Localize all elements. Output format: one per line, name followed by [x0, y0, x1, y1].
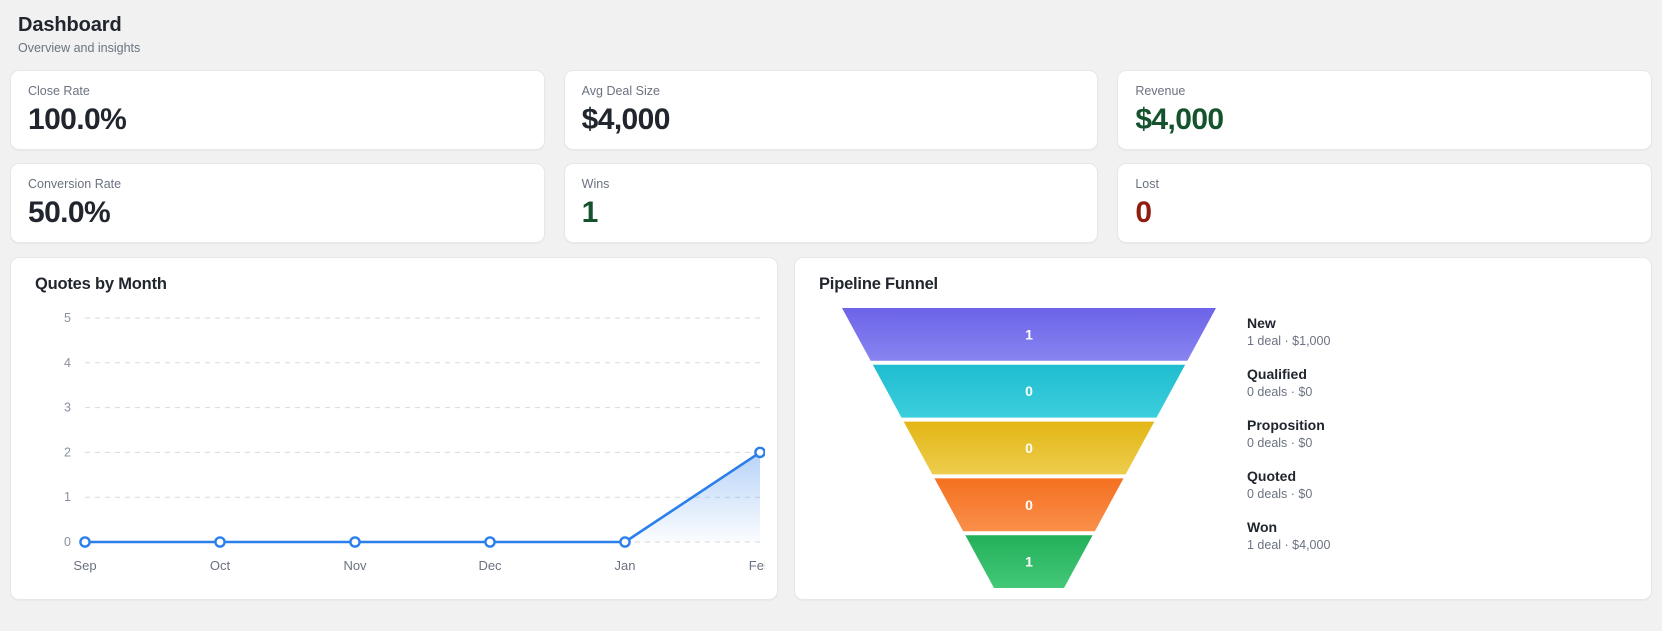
svg-text:3: 3 — [64, 401, 71, 415]
quotes-panel-title: Quotes by Month — [35, 275, 167, 293]
svg-text:0: 0 — [1025, 497, 1033, 513]
stat-value: $4,000 — [1135, 103, 1224, 136]
stat-label: Lost — [1135, 177, 1159, 191]
stat-card: Avg Deal Size $4,000 — [563, 70, 1099, 150]
stat-card: Revenue $4,000 — [1117, 70, 1652, 150]
stat-label: Avg Deal Size — [581, 84, 660, 98]
funnel-stage-meta: 0 deals · $0 — [1247, 436, 1313, 450]
pipeline-funnel-panel: Pipeline Funnel 1 0 0 0 1 New 1 deal · $1,000… — [794, 257, 1652, 600]
funnel-segment — [965, 535, 1093, 588]
stat-card: Close Rate 100.0% — [10, 70, 545, 150]
svg-text:5: 5 — [64, 311, 71, 325]
svg-text:Feb: Feb — [749, 558, 765, 573]
funnel-legend-item: Qualified 0 deals · $0 — [1247, 365, 1637, 400]
stat-value: 100.0% — [28, 103, 127, 136]
stat-card: Wins 1 — [563, 163, 1099, 243]
funnel-stage-meta: 0 deals · $0 — [1247, 385, 1313, 399]
funnel-stage-name: Won — [1247, 519, 1278, 535]
funnel-chart: 1 0 0 0 1 — [829, 302, 1229, 593]
page-header: Dashboard Overview and insights — [10, 10, 1652, 56]
funnel-segment — [872, 364, 1186, 418]
funnel-panel-title: Pipeline Funnel — [819, 275, 938, 293]
svg-text:0: 0 — [64, 535, 71, 549]
funnel-stage-name: New — [1247, 315, 1276, 331]
svg-text:Dec: Dec — [478, 558, 502, 573]
funnel-legend-item: New 1 deal · $1,000 — [1247, 314, 1637, 349]
svg-text:1: 1 — [1025, 326, 1033, 342]
stat-value: 50.0% — [28, 196, 111, 229]
svg-text:2: 2 — [64, 445, 71, 459]
stat-value: 1 — [581, 196, 599, 229]
funnel-body: 1 0 0 0 1 New 1 deal · $1,000 Qualified 0 deals… — [809, 302, 1637, 589]
svg-text:0: 0 — [1025, 383, 1033, 399]
svg-text:4: 4 — [64, 356, 71, 370]
funnel-stage-name: Quoted — [1247, 468, 1296, 484]
funnel-stage-meta: 1 deal · $4,000 — [1247, 538, 1331, 552]
stat-value: 0 — [1135, 196, 1152, 229]
svg-text:Oct: Oct — [210, 558, 231, 573]
svg-text:Sep: Sep — [73, 558, 96, 573]
stat-label: Wins — [581, 177, 610, 191]
svg-text:Nov: Nov — [343, 558, 367, 573]
stat-label: Close Rate — [28, 84, 90, 98]
stat-label: Conversion Rate — [28, 177, 122, 191]
stat-value: $4,000 — [581, 103, 671, 136]
panels-row: Quotes by Month 0 1 2 3 4 5 Sep Oct Nov Dec Jan Feb… — [10, 257, 1652, 600]
funnel-legend-item: Proposition 0 deals · $0 — [1247, 416, 1637, 451]
page-subtitle: Overview and insights — [18, 41, 141, 55]
svg-text:Jan: Jan — [615, 558, 636, 573]
funnel-stage-meta: 1 deal · $1,000 — [1247, 334, 1331, 348]
svg-text:1: 1 — [1025, 554, 1033, 570]
svg-text:1: 1 — [64, 490, 71, 504]
stat-label: Revenue — [1135, 84, 1186, 98]
funnel-segment — [903, 421, 1155, 475]
funnel-stage-name: Proposition — [1247, 417, 1325, 433]
stat-card: Conversion Rate 50.0% — [10, 163, 545, 243]
stat-card-grid: Close Rate 100.0% Avg Deal Size $4,000 Reven… — [10, 70, 1652, 243]
funnel-stage-name: Qualified — [1247, 366, 1307, 382]
funnel-stage-meta: 0 deals · $0 — [1247, 487, 1313, 501]
quotes-by-month-panel: Quotes by Month 0 1 2 3 4 5 Sep Oct Nov Dec Jan Feb — [10, 257, 778, 600]
page-title: Dashboard — [18, 14, 122, 36]
funnel-segment — [842, 308, 1216, 361]
funnel-legend-item: Won 1 deal · $4,000 — [1247, 518, 1637, 553]
funnel-legend: New 1 deal · $1,000 Qualified 0 deals · $0 P… — [1229, 302, 1637, 553]
stat-card: Lost 0 — [1117, 163, 1652, 243]
funnel-segment — [934, 478, 1124, 532]
funnel-legend-item: Quoted 0 deals · $0 — [1247, 467, 1637, 502]
svg-text:0: 0 — [1025, 440, 1033, 456]
quotes-line-chart: 0 1 2 3 4 5 Sep Oct Nov Dec Jan Feb — [25, 304, 765, 584]
